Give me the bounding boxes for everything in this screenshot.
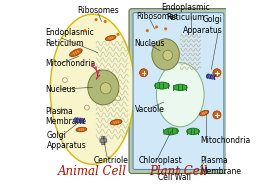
Text: Endoplasmic
Reticulum: Endoplasmic Reticulum: [45, 28, 94, 48]
Text: Nucleus: Nucleus: [134, 39, 165, 48]
FancyBboxPatch shape: [102, 136, 105, 145]
Text: Golgi
Apparatus: Golgi Apparatus: [47, 131, 86, 150]
Ellipse shape: [164, 128, 178, 135]
Ellipse shape: [100, 83, 111, 94]
Text: Endoplasmic
Reticulum: Endoplasmic Reticulum: [161, 3, 210, 22]
Ellipse shape: [50, 14, 134, 164]
Ellipse shape: [88, 70, 119, 105]
Text: Ribosomes: Ribosomes: [136, 12, 178, 21]
Circle shape: [140, 69, 148, 77]
Text: Vacuole: Vacuole: [134, 105, 164, 114]
Polygon shape: [91, 62, 97, 72]
Circle shape: [62, 78, 67, 82]
Circle shape: [84, 30, 86, 31]
Circle shape: [213, 69, 221, 77]
Text: Golgi
Apparatus: Golgi Apparatus: [183, 16, 222, 35]
Ellipse shape: [152, 39, 179, 70]
Circle shape: [165, 28, 167, 30]
Circle shape: [156, 26, 157, 28]
Text: Mitochondria: Mitochondria: [200, 136, 251, 145]
FancyBboxPatch shape: [100, 139, 107, 142]
Circle shape: [116, 96, 121, 101]
Text: Nucleus: Nucleus: [45, 85, 75, 94]
Ellipse shape: [76, 127, 87, 132]
Text: Plasma
Membrane: Plasma Membrane: [45, 107, 86, 126]
Ellipse shape: [174, 84, 187, 91]
Text: Plasma
Membrane: Plasma Membrane: [200, 157, 241, 176]
Text: Cell Wall: Cell Wall: [158, 173, 191, 182]
Circle shape: [213, 111, 221, 119]
Ellipse shape: [187, 128, 200, 135]
Text: Mitochondria: Mitochondria: [45, 59, 95, 68]
Ellipse shape: [199, 110, 209, 116]
Circle shape: [62, 109, 67, 114]
Text: Plant Cell: Plant Cell: [149, 165, 208, 177]
Circle shape: [84, 105, 89, 110]
FancyBboxPatch shape: [129, 9, 228, 174]
Ellipse shape: [155, 82, 169, 89]
Ellipse shape: [110, 119, 122, 125]
Text: Ribosomes: Ribosomes: [77, 6, 119, 15]
Circle shape: [117, 33, 119, 35]
Ellipse shape: [163, 50, 172, 60]
Text: Centriole: Centriole: [93, 156, 128, 165]
Text: Animal Cell: Animal Cell: [58, 165, 127, 177]
Ellipse shape: [105, 35, 116, 41]
Ellipse shape: [70, 49, 82, 57]
Circle shape: [147, 30, 148, 31]
Ellipse shape: [157, 63, 204, 127]
Text: Chloroplast: Chloroplast: [138, 156, 182, 165]
Circle shape: [104, 21, 106, 22]
Polygon shape: [96, 69, 100, 80]
Circle shape: [95, 19, 97, 21]
FancyBboxPatch shape: [133, 13, 224, 169]
